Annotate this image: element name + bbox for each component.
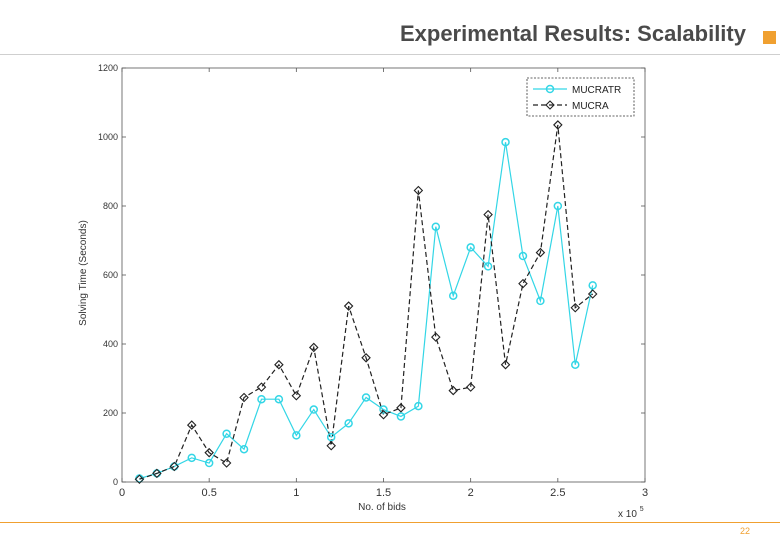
legend-marker-mucratr — [545, 84, 555, 94]
data-point-mucratr — [379, 405, 388, 414]
x-tick-label: 1.5 — [376, 487, 391, 499]
x-tick-label: 0.5 — [202, 487, 217, 499]
series-lines — [139, 124, 594, 480]
data-point-mucra — [361, 353, 371, 363]
y-tick-label: 0 — [113, 477, 118, 487]
data-point-mucratr — [518, 251, 528, 261]
data-point-mucra — [553, 120, 563, 130]
data-point-mucratr — [571, 360, 580, 369]
data-point-mucra — [169, 461, 180, 472]
chart-legend: MUCRATR MUCRA — [526, 77, 635, 117]
data-point-mucra — [535, 247, 546, 258]
x-multiplier-exponent: 5 — [640, 506, 644, 513]
x-axis-label: No. of bids — [358, 502, 406, 513]
data-point-mucra — [186, 420, 197, 430]
data-point-mucra — [587, 289, 598, 299]
y-axis-label: Solving Time (Seconds) — [78, 220, 89, 326]
data-point-mucra — [396, 403, 406, 413]
data-point-mucratr — [483, 262, 493, 271]
legend-label-mucra: MUCRA — [572, 101, 609, 112]
data-point-mucra — [274, 359, 284, 370]
data-point-mucratr — [257, 394, 266, 404]
series-markers — [134, 120, 598, 485]
data-point-mucra — [134, 474, 145, 485]
data-point-mucratr — [501, 137, 510, 147]
data-point-mucratr — [361, 393, 371, 402]
data-point-mucratr — [204, 458, 214, 468]
legend-box — [526, 77, 635, 117]
data-point-mucra — [483, 209, 493, 220]
x-tick-label: 2.5 — [550, 487, 565, 499]
legend-marker-mucra — [545, 100, 555, 110]
data-point-mucra — [152, 468, 162, 479]
data-point-mucratr — [588, 281, 597, 290]
data-point-mucra — [343, 301, 354, 311]
data-point-mucra — [291, 390, 302, 401]
series-line-mucratr — [139, 142, 594, 480]
footer-divider — [0, 522, 780, 523]
x-multiplier-base: x 10 — [618, 509, 637, 520]
data-point-mucratr — [536, 296, 545, 306]
data-point-mucratr — [448, 291, 458, 300]
data-point-mucra — [431, 332, 441, 342]
data-point-mucratr — [187, 453, 196, 463]
data-point-mucra — [256, 382, 267, 392]
y-tick-label: 1200 — [98, 63, 118, 73]
data-point-mucra — [204, 447, 214, 458]
data-point-mucratr — [344, 419, 353, 428]
y-tick-label: 600 — [103, 270, 118, 280]
x-tick-label: 2 — [468, 487, 474, 499]
y-tick-label: 400 — [103, 339, 118, 349]
data-point-mucra — [518, 278, 528, 289]
y-tick-label: 800 — [103, 201, 118, 211]
x-multiplier-label: x 10 5 — [618, 506, 644, 520]
data-point-mucratr — [396, 412, 406, 421]
data-point-mucra — [448, 385, 459, 396]
plot-frame — [121, 67, 646, 483]
slide-title: Experimental Results: Scalability — [399, 21, 746, 46]
x-tick-label: 3 — [642, 487, 648, 499]
series-line-mucra — [139, 124, 594, 480]
data-point-mucra — [326, 440, 336, 451]
data-point-mucratr — [274, 394, 284, 404]
data-point-mucratr — [466, 243, 475, 252]
data-point-mucratr — [239, 444, 249, 454]
data-point-mucra — [378, 409, 389, 420]
chart-plot-area — [121, 67, 646, 483]
data-point-mucratr — [431, 222, 441, 231]
data-point-mucratr — [292, 431, 301, 440]
title-accent-square — [763, 31, 776, 44]
data-point-mucra — [308, 342, 319, 353]
y-axis: 0 200 400 600 800 1000 1200 — [98, 63, 645, 487]
legend-label-mucratr: MUCRATR — [572, 85, 621, 96]
page-number: 22 — [739, 526, 750, 536]
x-tick-label: 0 — [119, 487, 125, 499]
data-point-mucratr — [553, 201, 563, 211]
title-divider — [0, 54, 780, 55]
y-tick-label: 1000 — [98, 132, 118, 142]
data-point-mucratr — [222, 429, 231, 438]
data-point-mucra — [221, 458, 232, 468]
x-axis: 0 0.5 1 1.5 2 2.5 3 — [119, 68, 648, 499]
scalability-line-chart: 0 0.5 1 1.5 2 2.5 3 0 200 400 600 800 1000 1200 MUCR… — [78, 63, 648, 520]
data-point-mucratr — [309, 405, 319, 414]
x-tick-label: 1 — [293, 487, 299, 499]
data-point-mucra — [413, 185, 424, 196]
data-point-mucratr — [326, 432, 336, 442]
data-point-mucra — [465, 382, 476, 392]
data-point-mucra — [500, 359, 511, 370]
data-point-mucratr — [414, 401, 423, 411]
data-point-mucra — [239, 392, 249, 403]
y-tick-label: 200 — [103, 408, 118, 418]
data-point-mucra — [570, 302, 581, 313]
